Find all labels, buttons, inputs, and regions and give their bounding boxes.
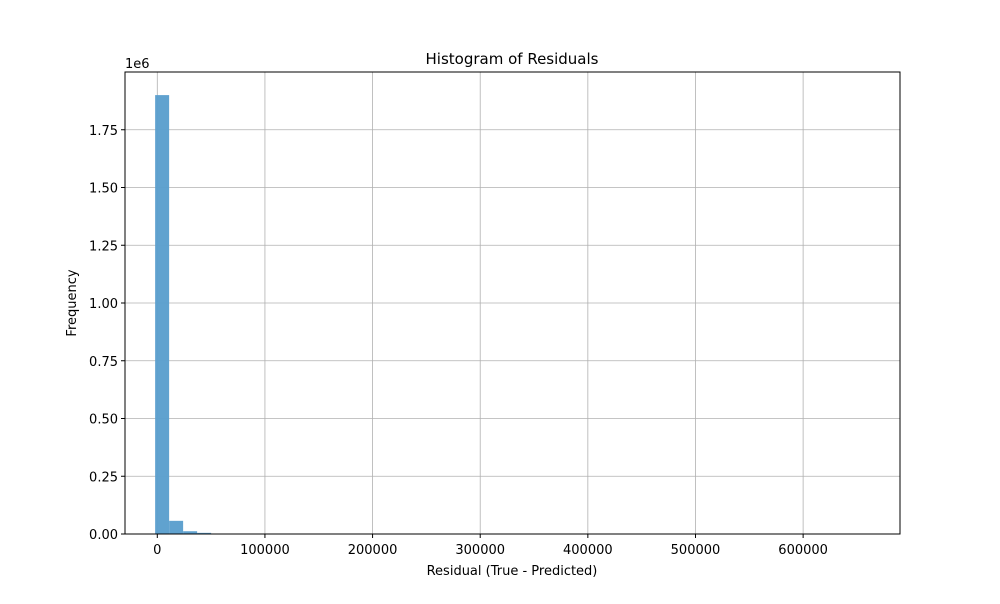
histogram-bar-0 — [155, 95, 169, 534]
y-tick-label: 1.50 — [89, 182, 118, 197]
y-offset-label: 1e6 — [125, 57, 150, 72]
y-tick-label: 1.00 — [89, 297, 118, 312]
x-tick-label: 400000 — [563, 543, 613, 558]
x-tick-label: 300000 — [455, 543, 505, 558]
y-tick-label: 1.75 — [89, 124, 118, 139]
x-tick-label: 0 — [153, 543, 161, 558]
x-tick-label: 500000 — [671, 543, 721, 558]
y-tick-label: 0.25 — [89, 470, 118, 485]
chart-title: Histogram of Residuals — [426, 50, 599, 68]
y-tick-label: 0.00 — [89, 528, 118, 543]
grid-layer — [125, 72, 900, 534]
x-tick-label: 100000 — [240, 543, 290, 558]
y-tick-label: 1.25 — [89, 239, 118, 254]
y-tick-label: 0.75 — [89, 355, 118, 370]
histogram-bar-1 — [169, 521, 183, 534]
x-tick-label: 600000 — [778, 543, 828, 558]
bars-layer — [155, 95, 253, 534]
ticks-layer: 0 100000 200000 300000 400000 500000 600000 0.0… — [89, 124, 828, 558]
x-axis-label: Residual (True - Predicted) — [427, 564, 598, 579]
x-tick-label: 200000 — [348, 543, 398, 558]
y-tick-label: 0.50 — [89, 413, 118, 428]
y-axis-label: Frequency — [65, 269, 80, 336]
